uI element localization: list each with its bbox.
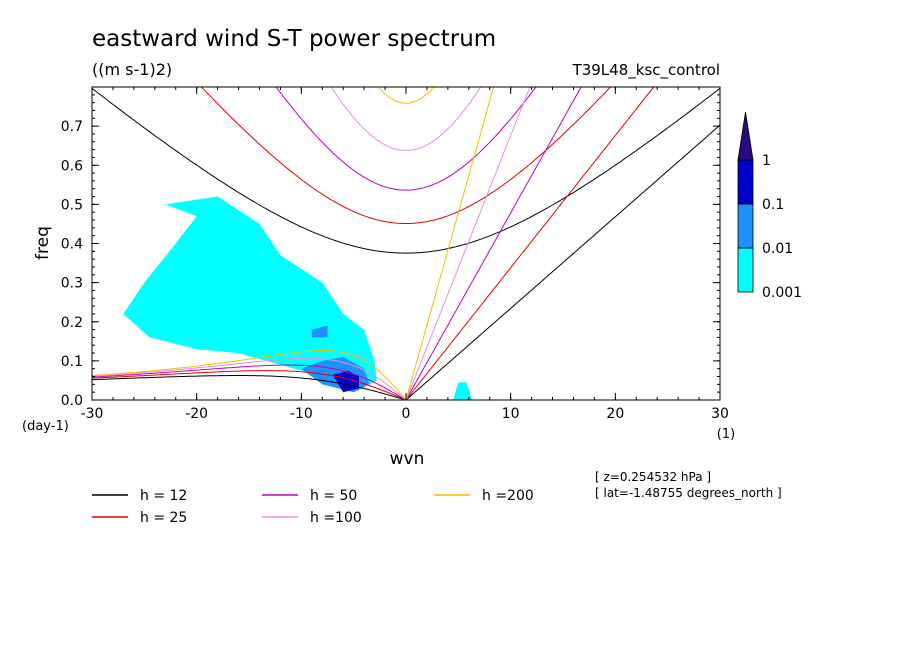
rossby-curve: [92, 370, 407, 400]
y-tick-label: 0.4: [61, 237, 83, 253]
legend-label: h =100: [310, 510, 362, 526]
colorbar: 0.001 0.01 0.1 1: [737, 111, 802, 301]
colorbar-label: 1: [762, 153, 771, 169]
colorbar-label: 0.001: [762, 285, 802, 301]
chart-title: eastward wind S-T power spectrum: [92, 26, 496, 52]
run-label: T39L48_ksc_control: [572, 61, 720, 80]
shaded-region: [453, 382, 472, 400]
colorbar-segment: [737, 159, 754, 205]
ig-curve: [92, 87, 720, 254]
power-shading: [123, 196, 472, 400]
x-tick-label: 0: [402, 406, 411, 422]
kelvin-curve: [405, 87, 531, 400]
colorbar-segment: [737, 203, 754, 249]
rossby-curve: [92, 357, 407, 400]
x-tick-label: 30: [711, 406, 729, 422]
y-tick-label: 0.6: [61, 158, 83, 174]
colorbar-label: 0.1: [762, 197, 784, 213]
legend-label: h = 25: [140, 510, 187, 526]
y-tick-label: 0.1: [61, 354, 83, 370]
kelvin-curve: [405, 87, 655, 400]
rossby-curve: [92, 375, 407, 400]
colorbar-segment: [737, 247, 754, 293]
y-axis-label: freq: [33, 226, 53, 260]
x-tick-label: -20: [185, 406, 208, 422]
x-tick-label: 10: [502, 406, 520, 422]
chart-units: ((m s-1)2): [92, 60, 172, 79]
colorbar-arrow: [737, 111, 754, 161]
legend: h = 12 h = 25 h = 50 h =100 h =200: [92, 488, 534, 526]
dispersion-curves: [92, 87, 720, 400]
x-tick-label: -10: [290, 406, 313, 422]
shaded-region: [123, 196, 377, 393]
rossby-curve: [92, 364, 407, 400]
x-axis-label: wvn: [390, 449, 425, 469]
x-tick-label: 20: [606, 406, 624, 422]
colorbar-label: 0.01: [762, 241, 793, 257]
latitude-annotation: [ lat=-1.48755 degrees_north ]: [595, 486, 782, 500]
legend-label: h =200: [482, 488, 534, 504]
ig-curve: [200, 87, 612, 224]
x-unit-label: (1): [717, 427, 735, 442]
shaded-region: [311, 325, 328, 338]
shaded-region: [332, 370, 359, 393]
y-tick-label: 0.2: [61, 315, 83, 331]
rossby-curve: [92, 350, 407, 400]
y-tick-label: 0.5: [61, 197, 83, 213]
y-tick-label: 0.0: [61, 393, 83, 409]
x-axis: -30 -20 -10 0 10 20 30: [81, 87, 729, 422]
kelvin-curve: [405, 87, 495, 400]
legend-label: h = 12: [140, 488, 187, 504]
kelvin-curve: [405, 124, 720, 400]
legend-label: h = 50: [310, 488, 357, 504]
level-annotation: [ z=0.254532 hPa ]: [595, 470, 711, 484]
ig-curve: [330, 87, 482, 151]
x-tick-label: -30: [81, 406, 104, 422]
y-axis: 0.0 0.1 0.2 0.3 0.4 0.5 0.6 0.7: [61, 94, 720, 409]
ig-curve: [377, 87, 435, 104]
y-tick-label: 0.7: [61, 119, 83, 135]
y-tick-label: 0.3: [61, 276, 83, 292]
kelvin-curve: [405, 87, 582, 400]
y-unit-label: (day-1): [22, 419, 69, 434]
ig-curve: [275, 87, 537, 191]
